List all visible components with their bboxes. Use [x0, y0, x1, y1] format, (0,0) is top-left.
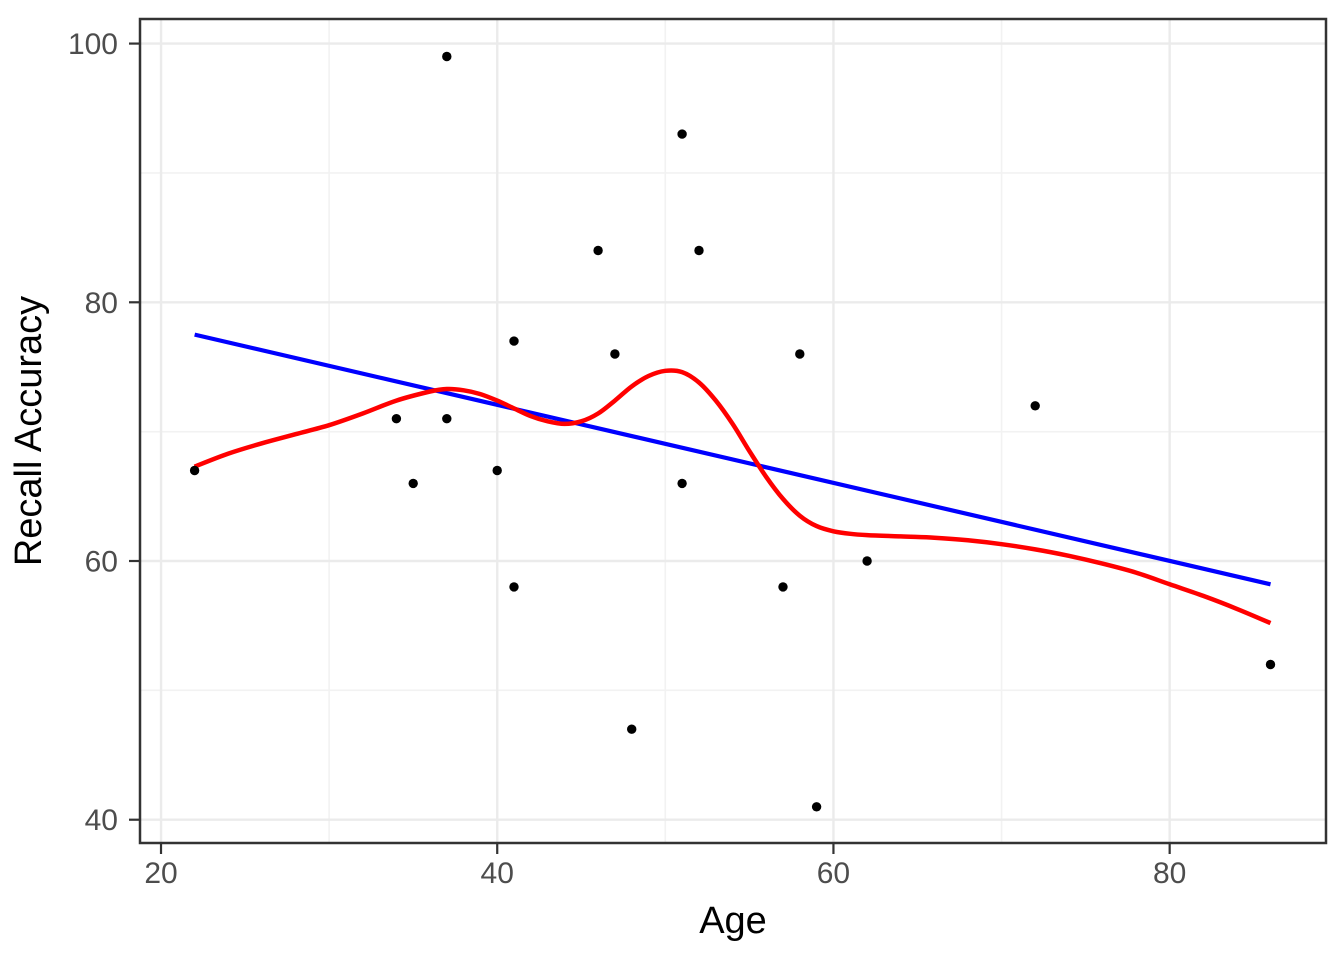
axis-layer: 20 40 60 80 40 60 80 100 — [68, 17, 1328, 890]
data-point — [408, 478, 418, 489]
data-point — [677, 478, 687, 489]
data-point — [391, 414, 402, 424]
data-point — [509, 582, 519, 592]
y-tick-label: 80 — [85, 287, 118, 320]
data-point — [492, 465, 502, 476]
linear-fit-line — [194, 332, 1271, 587]
x-tick-label: 20 — [144, 857, 177, 890]
y-axis-title: Recall Accuracy — [8, 296, 50, 566]
data-point — [1265, 659, 1276, 670]
y-tick-label: 40 — [85, 804, 118, 837]
data-point — [610, 349, 620, 359]
data-point — [862, 556, 872, 566]
data-point — [189, 465, 200, 476]
series-layer — [189, 51, 1276, 812]
data-point — [442, 51, 452, 62]
data-point — [811, 802, 822, 812]
data-point — [509, 336, 519, 346]
x-tick-label: 60 — [817, 857, 850, 890]
panel-border — [138, 17, 1328, 845]
y-tick-label: 60 — [85, 546, 118, 579]
data-point — [694, 245, 704, 256]
data-point — [778, 582, 788, 592]
loess-fit-line — [193, 368, 1272, 626]
data-point — [442, 414, 452, 424]
grid-layer — [140, 19, 1326, 843]
data-point — [627, 724, 637, 734]
x-axis-title: Age — [699, 900, 767, 942]
data-point — [795, 349, 805, 359]
data-point — [677, 129, 687, 139]
data-point — [593, 245, 603, 256]
x-tick-label: 40 — [481, 857, 514, 890]
y-tick-label: 100 — [68, 28, 118, 61]
data-point — [1030, 401, 1040, 411]
x-tick-label: 80 — [1153, 857, 1186, 890]
